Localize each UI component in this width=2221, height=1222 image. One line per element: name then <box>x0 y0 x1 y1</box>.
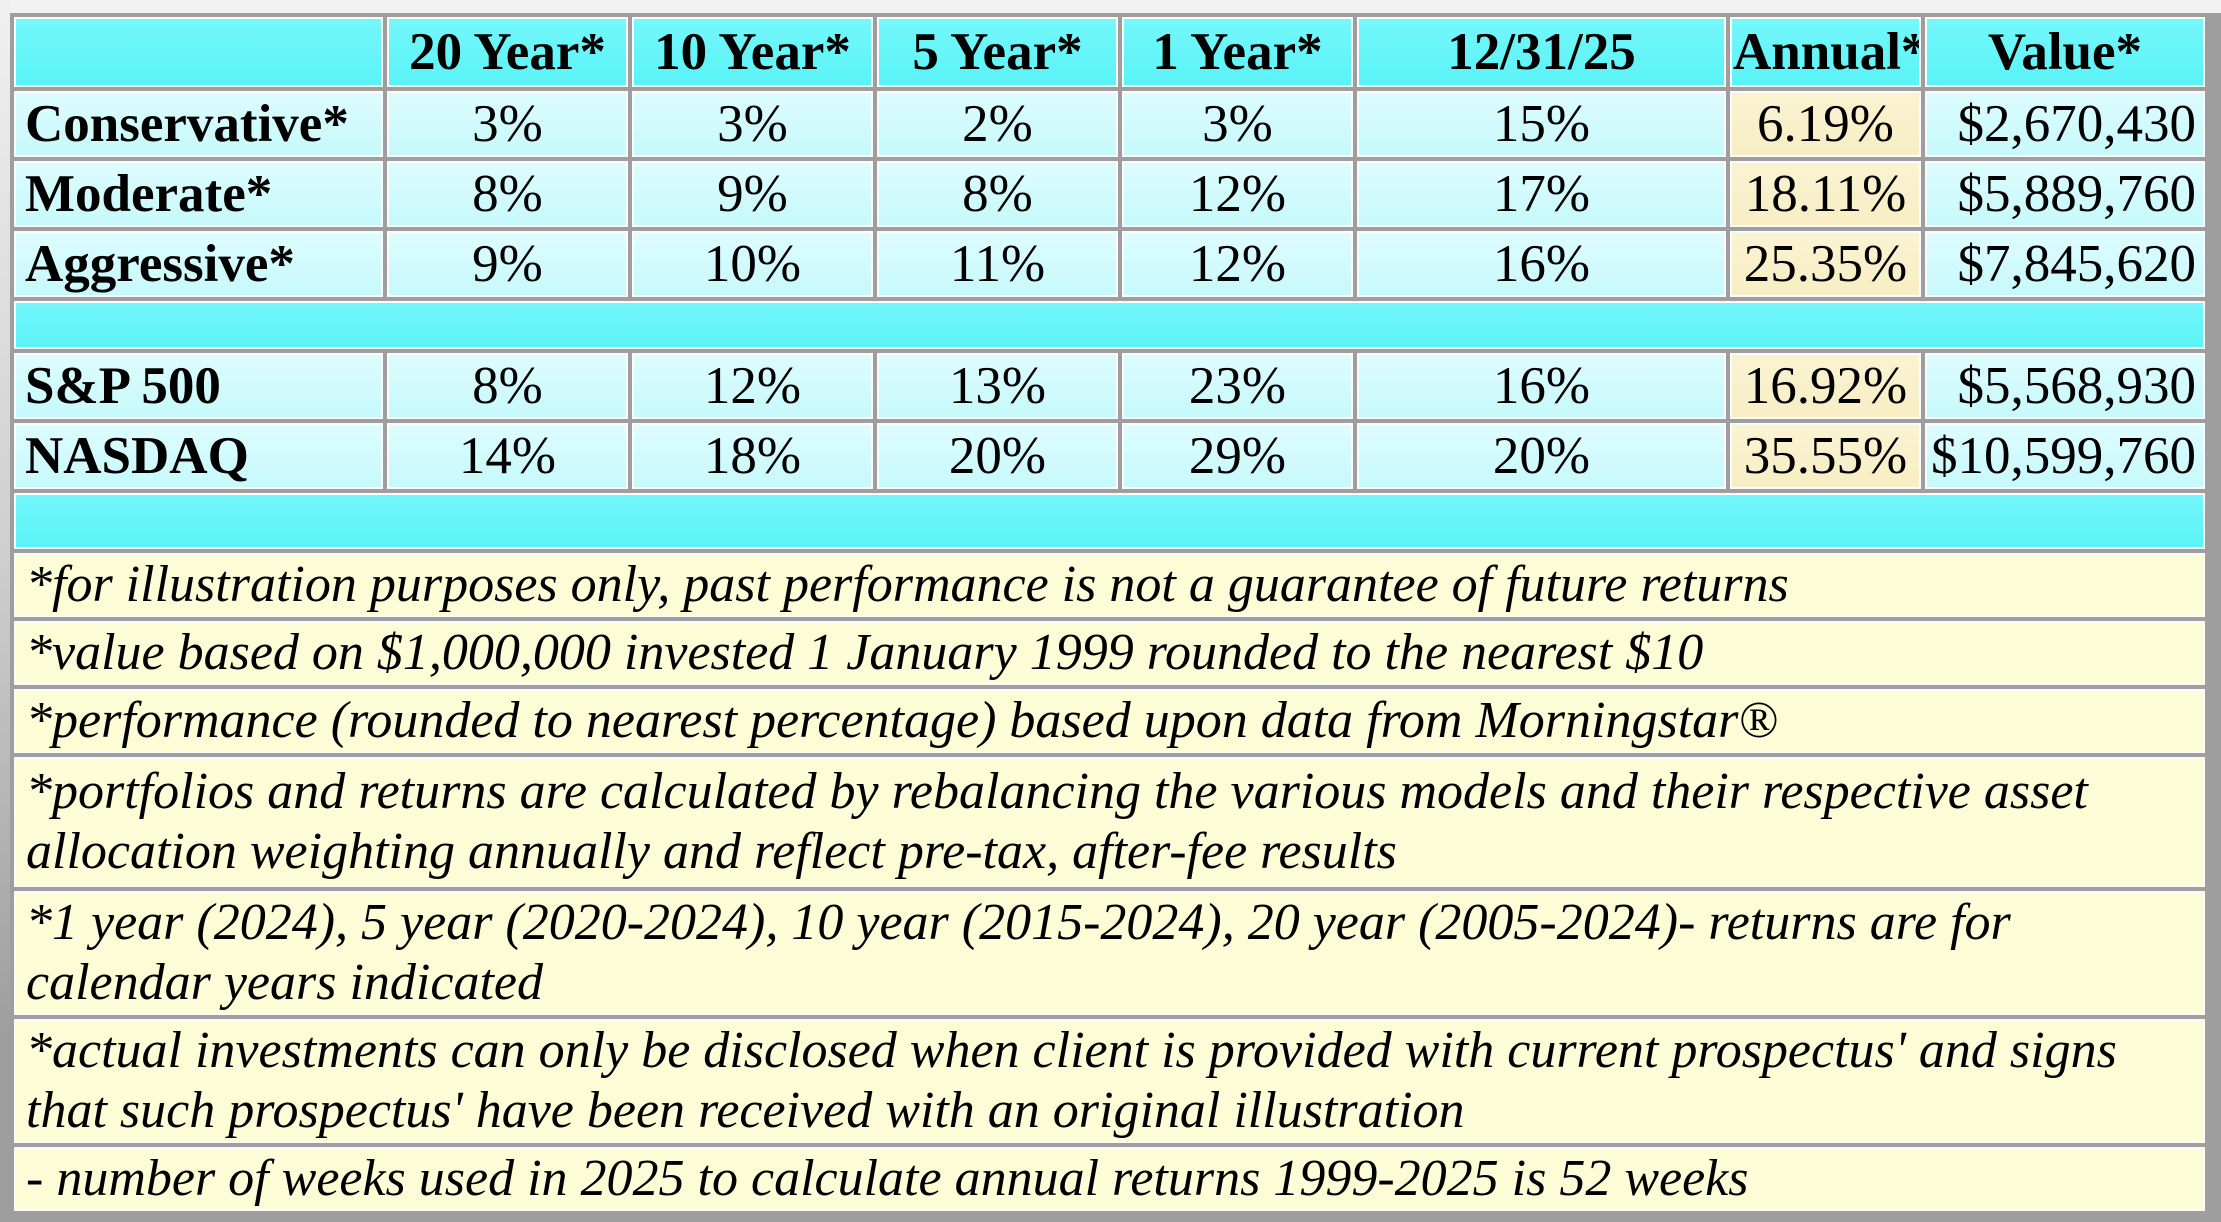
header-1-year: 1 Year* <box>1122 17 1353 87</box>
header-10-year: 10 Year* <box>632 17 873 87</box>
header-20-year: 20 Year* <box>387 17 628 87</box>
cell-annual: 18.11% <box>1730 161 1921 227</box>
row-label: Aggressive* <box>14 231 383 297</box>
row-aggressive: Aggressive* 9% 10% 11% 12% 16% 25.35% $7… <box>14 231 2205 297</box>
cell-5-year: 11% <box>877 231 1118 297</box>
footnote-row-3: *performance (rounded to nearest percent… <box>14 689 2205 753</box>
footnote-row-1: *for illustration purposes only, past pe… <box>14 553 2205 617</box>
footnote-row-2: *value based on $1,000,000 invested 1 Ja… <box>14 621 2205 685</box>
cell-20-year: 8% <box>387 353 628 419</box>
cell-10-year: 9% <box>632 161 873 227</box>
row-label: S&P 500 <box>14 353 383 419</box>
row-label: NASDAQ <box>14 423 383 489</box>
cell-annual: 35.55% <box>1730 423 1921 489</box>
cell-annual: 16.92% <box>1730 353 1921 419</box>
cell-5-year: 20% <box>877 423 1118 489</box>
cell-1-year: 12% <box>1122 161 1353 227</box>
footnote-row-6: *actual investments can only be disclose… <box>14 1019 2205 1143</box>
header-row: 20 Year* 10 Year* 5 Year* 1 Year* 12/31/… <box>14 17 2205 87</box>
footnote-row-5: *1 year (2024), 5 year (2020-2024), 10 y… <box>14 891 2205 1015</box>
cell-date: 15% <box>1357 91 1726 157</box>
spacer-row-1 <box>14 301 2205 349</box>
cell-date: 17% <box>1357 161 1726 227</box>
cell-date: 16% <box>1357 231 1726 297</box>
header-blank <box>14 17 383 87</box>
page-top-margin <box>0 0 2221 13</box>
cell-annual: 25.35% <box>1730 231 1921 297</box>
cell-20-year: 3% <box>387 91 628 157</box>
row-label: Moderate* <box>14 161 383 227</box>
footnote-6: *actual investments can only be disclose… <box>14 1019 2205 1143</box>
cell-20-year: 9% <box>387 231 628 297</box>
footnote-2: *value based on $1,000,000 invested 1 Ja… <box>14 621 2205 685</box>
row-nasdaq: NASDAQ 14% 18% 20% 29% 20% 35.55% $10,59… <box>14 423 2205 489</box>
cell-date: 16% <box>1357 353 1726 419</box>
spacer-band <box>14 301 2205 349</box>
footnote-5: *1 year (2024), 5 year (2020-2024), 10 y… <box>14 891 2205 1015</box>
cell-10-year: 10% <box>632 231 873 297</box>
cell-1-year: 3% <box>1122 91 1353 157</box>
performance-table: 20 Year* 10 Year* 5 Year* 1 Year* 12/31/… <box>10 13 2209 1215</box>
cell-10-year: 18% <box>632 423 873 489</box>
cell-5-year: 8% <box>877 161 1118 227</box>
cell-1-year: 23% <box>1122 353 1353 419</box>
row-conservative: Conservative* 3% 3% 2% 3% 15% 6.19% $2,6… <box>14 91 2205 157</box>
spacer-band <box>14 493 2205 549</box>
header-date: 12/31/25 <box>1357 17 1726 87</box>
cell-1-year: 29% <box>1122 423 1353 489</box>
spacer-row-2 <box>14 493 2205 549</box>
cell-date: 20% <box>1357 423 1726 489</box>
cell-value: $10,599,760 <box>1925 423 2205 489</box>
cell-10-year: 12% <box>632 353 873 419</box>
footnote-7: - number of weeks used in 2025 to calcul… <box>14 1147 2205 1211</box>
header-value: Value* <box>1925 17 2205 87</box>
row-label: Conservative* <box>14 91 383 157</box>
cell-10-year: 3% <box>632 91 873 157</box>
footnote-row-4: *portfolios and returns are calculated b… <box>14 757 2205 887</box>
header-annual: Annual* <box>1730 17 1921 87</box>
cell-5-year: 13% <box>877 353 1118 419</box>
row-sp500: S&P 500 8% 12% 13% 23% 16% 16.92% $5,568… <box>14 353 2205 419</box>
footnote-1: *for illustration purposes only, past pe… <box>14 553 2205 617</box>
header-5-year: 5 Year* <box>877 17 1118 87</box>
cell-value: $2,670,430 <box>1925 91 2205 157</box>
cell-5-year: 2% <box>877 91 1118 157</box>
cell-20-year: 8% <box>387 161 628 227</box>
footnote-3: *performance (rounded to nearest percent… <box>14 689 2205 753</box>
footnote-4: *portfolios and returns are calculated b… <box>14 757 2205 887</box>
cell-value: $5,568,930 <box>1925 353 2205 419</box>
footnote-row-7: - number of weeks used in 2025 to calcul… <box>14 1147 2205 1211</box>
cell-value: $7,845,620 <box>1925 231 2205 297</box>
cell-value: $5,889,760 <box>1925 161 2205 227</box>
cell-20-year: 14% <box>387 423 628 489</box>
row-moderate: Moderate* 8% 9% 8% 12% 17% 18.11% $5,889… <box>14 161 2205 227</box>
cell-annual: 6.19% <box>1730 91 1921 157</box>
page-left-margin <box>0 0 10 1222</box>
cell-1-year: 12% <box>1122 231 1353 297</box>
